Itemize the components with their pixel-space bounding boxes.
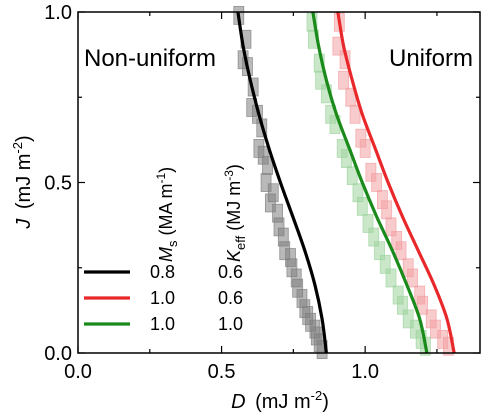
- data-point: [346, 166, 358, 186]
- x-tick-label: 0.5: [208, 361, 236, 383]
- data-point: [407, 268, 418, 288]
- keff-symbol: K: [224, 249, 244, 262]
- data-point: [260, 173, 272, 192]
- data-point: [379, 254, 391, 274]
- x-axis-close: ): [322, 391, 329, 413]
- y-tick-label: 0.0: [44, 343, 72, 365]
- non-uniform-label: Non-uniform: [84, 45, 216, 72]
- keff-unit: (MJ m: [224, 181, 244, 236]
- legend-ms-value: 1.0: [150, 314, 175, 334]
- series-curve-0: [236, 11, 328, 354]
- legend-keff-value: 0.6: [218, 262, 243, 282]
- y-axis-exp: -2: [10, 142, 25, 154]
- data-point: [402, 309, 414, 329]
- data-point: [395, 241, 407, 261]
- keff-sub: eff: [233, 235, 248, 250]
- y-tick-label: 1.0: [44, 2, 72, 24]
- keff-exp: -3: [222, 170, 236, 181]
- x-tick-label: 0.0: [64, 361, 92, 383]
- data-point: [417, 295, 428, 315]
- uniform-label: Uniform: [389, 45, 473, 72]
- data-point: [349, 104, 361, 124]
- ticks: 0.0 0.5 1.0 0.0 0.5 1.0: [44, 2, 480, 383]
- ms-symbol: M: [156, 247, 176, 262]
- data-point: [397, 295, 408, 315]
- legend-keff-value: 0.6: [218, 288, 243, 308]
- x-axis-exp: -2: [311, 388, 323, 403]
- data-point: [381, 200, 393, 220]
- legend-ms-value: 0.8: [150, 262, 175, 282]
- data-point: [362, 214, 374, 233]
- data-point: [385, 268, 397, 288]
- data-point: [264, 193, 276, 213]
- keff-close: ): [224, 164, 244, 170]
- data-point: [368, 227, 380, 247]
- y-axis-title: J (mJ m-2): [10, 135, 35, 229]
- data-point: [374, 241, 385, 261]
- y-tick-label: 0.5: [44, 173, 72, 195]
- data-point: [356, 196, 368, 216]
- data-point: [409, 319, 421, 339]
- data-point: [385, 217, 397, 237]
- y-axis-unit: (mJ m: [13, 154, 35, 210]
- data-point: [365, 162, 377, 182]
- x-axis-symbol: D: [231, 391, 245, 413]
- ms-sub: s: [165, 240, 180, 247]
- x-tick-label: 1.0: [351, 361, 379, 383]
- ms-exp: -1: [154, 173, 168, 184]
- y-axis-symbol: J: [13, 218, 35, 230]
- x-axis-title: D (mJ m-2): [231, 388, 329, 413]
- data-point: [359, 138, 371, 158]
- ms-unit: (MA m: [156, 184, 176, 241]
- series-curve-2: [311, 11, 429, 354]
- legend: 0.8 0.6 1.0 0.6 1.0 1.0: [84, 262, 243, 334]
- data-point: [338, 70, 350, 90]
- legend-keff-value: 1.0: [218, 314, 243, 334]
- legend-header-ms: Ms (MA m-1): [154, 167, 180, 262]
- legend-ms-value: 1.0: [150, 288, 175, 308]
- legend-header-keff: Keff (MJ m-3): [222, 164, 248, 262]
- series-curve-1: [336, 11, 456, 354]
- data-point: [430, 319, 441, 339]
- data-point: [371, 173, 383, 192]
- y-axis-close: ): [13, 135, 35, 142]
- fit-curves: [236, 11, 456, 354]
- x-axis-unit: (mJ m: [255, 391, 311, 413]
- ms-close: ): [156, 167, 176, 173]
